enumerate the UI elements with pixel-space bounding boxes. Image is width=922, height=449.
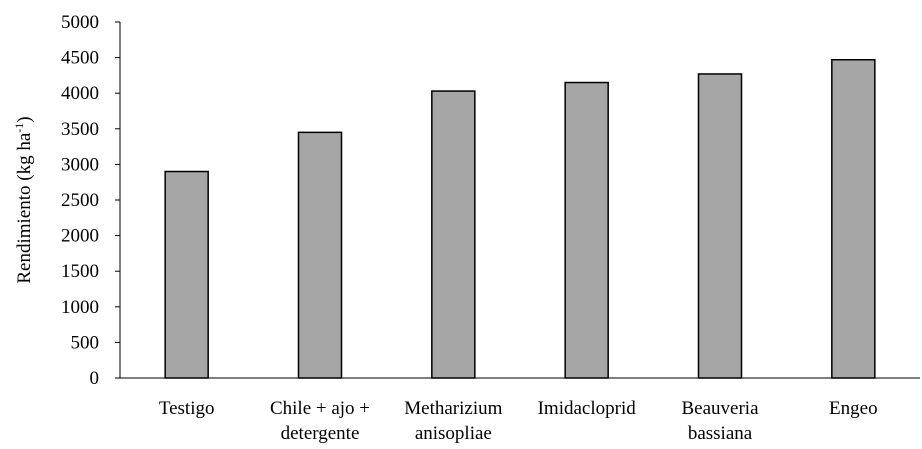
x-category-label-line: Engeo: [829, 398, 878, 419]
y-tick-label: 5000: [61, 12, 99, 33]
y-tick-label: 3500: [61, 119, 99, 140]
y-axis-ticks: 0 500 1000 1500 2000 2500 3000 3500 4000 4500 5000: [61, 12, 120, 389]
y-tick-label: 0: [90, 368, 100, 389]
y-axis-label: Rendimiento (kg ha-1): [12, 116, 35, 283]
y-tick-label: 1500: [61, 261, 99, 282]
x-category-label: Engeo: [829, 398, 878, 419]
x-category-label-line: Imidacloprid: [538, 398, 637, 419]
bar: [697, 73, 743, 379]
y-tick-label: 1000: [61, 297, 99, 318]
x-category-label-line: anisopliae: [415, 423, 492, 444]
x-category-label-line: Metharizium: [404, 398, 502, 419]
y-tick-label: 2500: [61, 190, 99, 211]
x-category-label: Metharizium anisopliae: [404, 398, 502, 444]
bar: [297, 131, 343, 379]
x-category-label: Testigo: [159, 398, 215, 419]
x-category-label: Imidacloprid: [538, 398, 637, 419]
bar: [564, 81, 609, 379]
x-category-label-line: Testigo: [159, 398, 215, 419]
bar: [164, 170, 209, 379]
y-tick-label: 2000: [61, 226, 99, 247]
y-tick-label: 3000: [61, 154, 99, 175]
bar: [831, 58, 876, 379]
x-axis-labels: Testigo Chile + ajo + detergente Methariziu…: [159, 398, 878, 444]
y-tick-label: 500: [71, 332, 100, 353]
y-tick-label: 4000: [61, 83, 99, 104]
x-category-label-line: Chile + ajo +: [270, 398, 370, 419]
x-category-label-line: detergente: [281, 423, 360, 444]
bars: [164, 58, 876, 379]
x-category-label-line: Beauveria: [681, 398, 759, 419]
y-tick-label: 4500: [61, 48, 99, 69]
x-category-label-line: bassiana: [688, 423, 753, 444]
x-category-label: Chile + ajo + detergente: [270, 398, 370, 444]
x-category-label: Beauveria bassiana: [681, 398, 759, 444]
bar: [431, 90, 476, 379]
